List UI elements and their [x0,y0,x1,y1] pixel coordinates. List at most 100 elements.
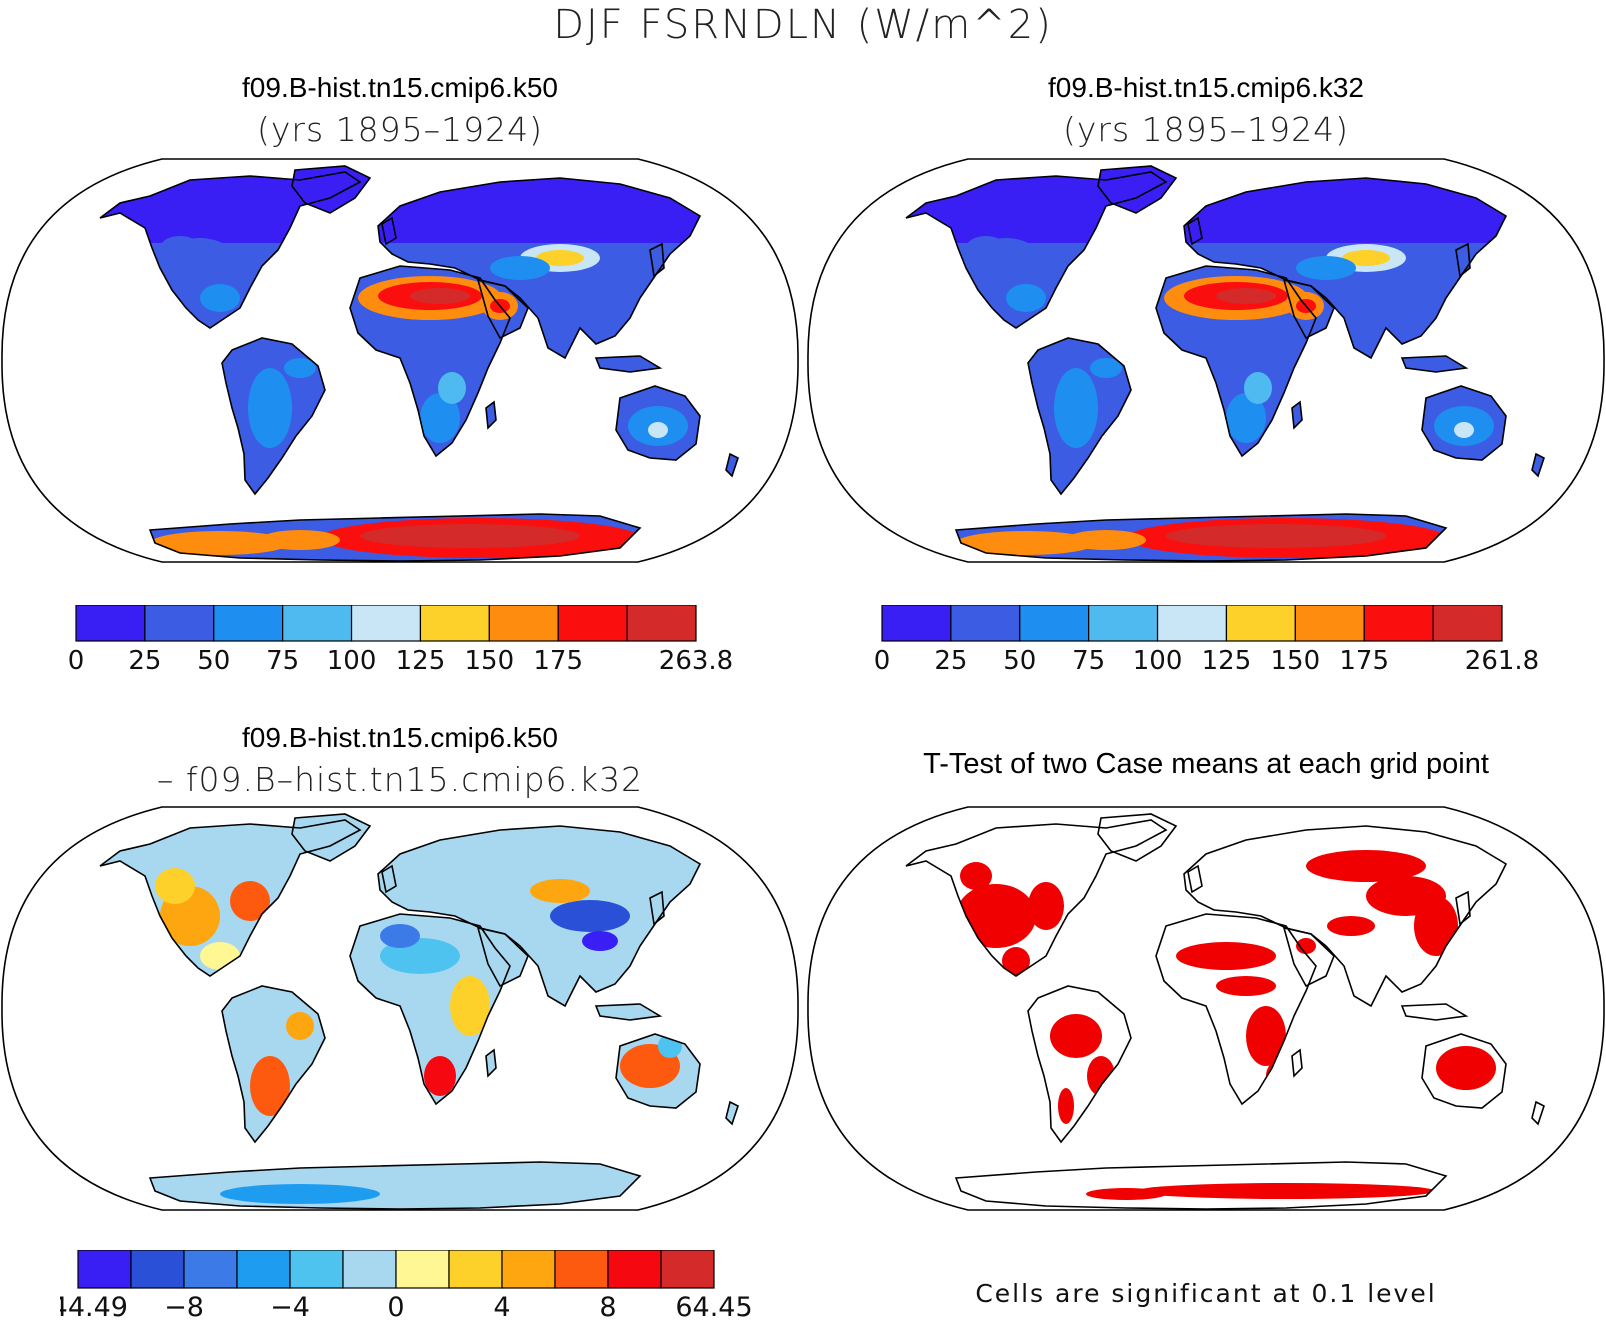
map-frame [807,806,1605,1211]
field-patch [1006,284,1046,312]
coastline-australia [615,385,701,461]
colorbar-tick-label: 25 [128,646,161,676]
colorbar-swatch [213,605,284,642]
coastline-greenland [291,813,372,862]
field-patch [966,236,1006,260]
coastline-southAmerica [1027,337,1132,496]
land-eurasia [378,826,700,1006]
coastline-nz [1531,452,1545,478]
field-patch [1296,256,1356,280]
coastline-australia [1421,385,1507,461]
field-patch [360,524,580,548]
coastline-antarctica [148,1161,642,1210]
panel-k50-subtitle: (yrs 1895–1924) [257,110,543,149]
land-indonesia [1402,356,1466,372]
coastline-southAmerica [1027,985,1132,1144]
field-patch [1054,368,1098,448]
panel-k32-subtitle: (yrs 1895–1924) [1063,110,1349,149]
map-body [906,166,1544,561]
coastline-indonesia [1400,355,1469,373]
coastline-madagascar [485,1048,497,1078]
colorbar-swatch [350,605,422,642]
colorbar-swatch [1363,605,1434,642]
colorbar-k32: 0 25 50 75 100 125 150 175 261.8 [874,605,1539,676]
panel-k50-title: f09.B-hist.tn15.cmip6.k50 [242,72,558,103]
field-patch [1244,372,1272,404]
colorbar-swatch [607,1250,662,1289]
figure-title: DJF FSRNDLN (W/m^2) [553,2,1053,48]
colorbar-swatch [1294,605,1365,642]
colorbar-tick-label: 64.45 [675,1292,752,1323]
high-latitude-band [100,166,738,243]
coastline-northAmerica [99,819,362,977]
colorbar-tick-label: −4 [270,1292,310,1323]
land-eurasia [1184,826,1506,1006]
significant-cell [1087,1056,1115,1096]
field-patch [582,931,618,951]
colorbar-diff: −44.49 −8 −4 0 4 8 64.45 [60,1250,753,1323]
colorbar-swatch [1156,605,1228,642]
colorbar-swatch [626,605,697,642]
colorbar-swatch [77,1250,132,1289]
colorbar-tick-label: −8 [164,1292,204,1323]
colorbar-swatch [342,1250,397,1289]
high-latitude-band [906,166,1544,243]
colorbar-tick-label: 25 [934,646,967,676]
coastline-northAmerica [905,171,1168,329]
coastline-eurasia [377,825,702,1008]
colorbar-swatch [557,605,628,642]
field-patch [530,879,590,903]
colorbar-k50: 0 25 50 75 100 125 150 175 263.8 [68,605,733,676]
significant-cell [1050,1014,1102,1058]
panel-k32-title: f09.B-hist.tn15.cmip6.k32 [1048,72,1364,103]
field-patch [200,284,240,312]
significant-cell [1306,850,1426,882]
map-body [100,166,738,561]
field-patch [648,422,668,438]
field-patch [230,881,270,921]
colorbar-tick-label: 4 [493,1292,510,1323]
significant-cell [1002,947,1030,975]
coastline-indonesia [594,355,663,373]
coastline-greenland [291,165,372,214]
significant-cell [1436,1046,1496,1090]
field-patch [420,393,460,443]
significant-cell [1296,938,1316,954]
colorbar-tick-label: 125 [396,646,446,676]
field-patch [490,256,550,280]
field-patch [424,1056,456,1096]
colorbar-swatch [488,605,559,642]
coastline-madagascar [1291,1048,1303,1078]
coastline-australia [1421,1033,1507,1109]
significant-cell [1136,1183,1436,1199]
coastline-indonesia [1400,1003,1469,1021]
map-ttest [807,806,1605,1211]
coastline-japan [649,242,665,278]
field-patch [155,868,195,904]
colorbar-tick-label: 125 [1202,646,1252,676]
coastline-greenland [1097,165,1178,214]
coastline-indonesia [594,1003,663,1021]
field-patch [1066,530,1146,550]
coastline-eurasia [1183,825,1508,1008]
colorbar-tick-label: 75 [1072,646,1105,676]
significance-note: Cells are significant at 0.1 level [975,1279,1437,1308]
coastline-nz [725,452,739,478]
coastline-japan [649,890,665,926]
coastline-northAmerica [99,171,362,329]
coastline-japan [1455,890,1471,926]
coastline-australia [615,1033,701,1109]
significant-cell [1327,916,1375,936]
significant-cell [1216,976,1276,996]
colorbar-swatch [881,605,952,642]
map-k32 [807,158,1605,563]
coastline-antarctica [148,513,642,562]
field-patch [250,1056,290,1116]
colorbar-swatch [395,1250,450,1289]
field-patch [1226,393,1266,443]
colorbar-tick-label: 100 [327,646,377,676]
coastline-nz [725,1100,739,1126]
colorbar-swatch [1088,605,1159,642]
significant-cell [1086,1188,1166,1200]
map-frame [1,158,799,563]
